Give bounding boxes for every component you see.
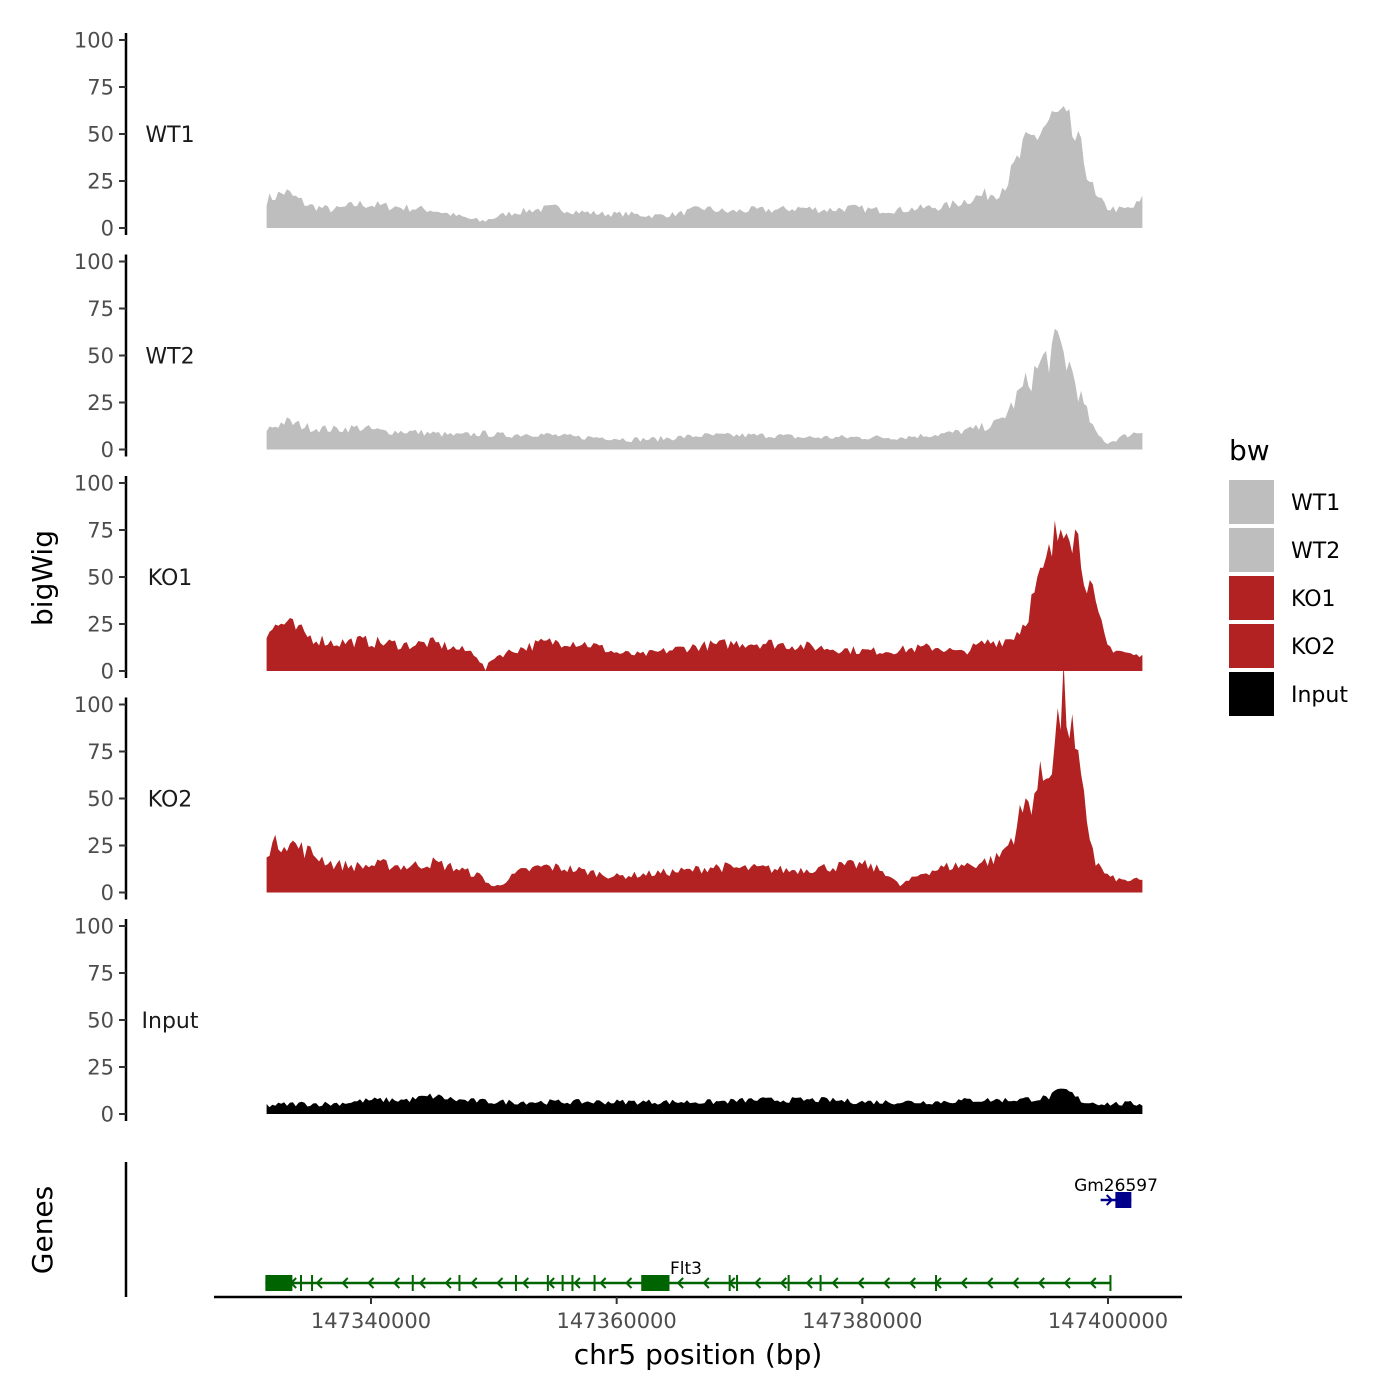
x-axis: 147340000 147360000 147380000 147400000	[214, 1295, 1182, 1333]
y-tick-label: 75	[87, 76, 114, 100]
y-tick-label: 100	[74, 915, 114, 939]
strand-arrow	[1063, 1277, 1071, 1289]
exon	[641, 1275, 670, 1291]
track-wt2: 0 25 50 75 100 WT2	[74, 250, 1143, 462]
y-tick-label: 100	[74, 472, 114, 496]
x-axis-title: chr5 position (bp)	[574, 1338, 823, 1371]
track-input: 0 25 50 75 100 Input	[74, 915, 1143, 1127]
x-tick-label: 147380000	[802, 1309, 922, 1333]
track-ko1: 0 25 50 75 100 KO1	[74, 472, 1143, 684]
strand-arrow	[1012, 1277, 1020, 1289]
strand-arrow	[1089, 1277, 1097, 1289]
y-tick-label: 50	[87, 787, 114, 811]
x-tick-label: 147400000	[1048, 1309, 1168, 1333]
strand-arrow	[521, 1277, 530, 1289]
coverage-area-input	[266, 1088, 1143, 1114]
y-tick-label: 0	[101, 881, 114, 905]
strand-arrow	[960, 1277, 968, 1289]
coverage-area-wt2	[266, 328, 1143, 450]
track-wt1: 0 25 50 75 100 WT1	[74, 29, 1143, 241]
gene-gm26597: Gm26597	[1074, 1176, 1158, 1208]
coverage-area-ko2	[266, 661, 1143, 893]
strand-arrow	[702, 1277, 710, 1289]
y-tick-label: 100	[74, 693, 114, 717]
genes-panel: Flt3 Gm26597	[124, 1162, 1158, 1297]
legend-title: bw	[1229, 434, 1270, 467]
strand-arrow	[315, 1277, 323, 1289]
legend-swatch-input	[1229, 672, 1274, 716]
strand-arrow	[392, 1277, 401, 1289]
y-tick-label: 0	[101, 660, 114, 684]
gene-flt3: Flt3	[265, 1259, 1112, 1291]
strand-arrow	[831, 1277, 839, 1289]
y-tick-label: 25	[87, 170, 114, 194]
legend-swatch-wt2	[1229, 528, 1274, 572]
exon	[265, 1275, 293, 1291]
legend-swatch-wt1	[1229, 480, 1274, 524]
strand-arrow	[418, 1277, 426, 1289]
strand-arrow	[779, 1277, 787, 1289]
y-tick-label: 100	[74, 29, 114, 53]
y-tick-label: 50	[87, 566, 114, 590]
strand-arrow	[367, 1277, 375, 1289]
x-tick-label: 147360000	[557, 1309, 677, 1333]
legend-label: KO2	[1291, 635, 1336, 660]
strand-arrow	[857, 1277, 865, 1289]
legend: bw WT1 WT2 KO1 KO2 Input	[1229, 434, 1348, 716]
y-tick-label: 25	[87, 613, 114, 637]
strand-arrow	[1037, 1277, 1045, 1289]
y-tick-label: 25	[87, 834, 114, 858]
legend-swatch-ko1	[1229, 576, 1274, 620]
y-tick-label: 50	[87, 123, 114, 147]
strand-arrow	[599, 1277, 607, 1289]
legend-swatch-ko2	[1229, 624, 1274, 668]
exon	[1115, 1192, 1132, 1208]
coverage-area-wt1	[266, 106, 1143, 228]
y-tick-label: 75	[87, 297, 114, 321]
strand-arrow	[496, 1277, 504, 1289]
y-tick-label: 75	[87, 519, 114, 543]
y-tick-label: 25	[87, 391, 114, 415]
legend-label: WT2	[1291, 539, 1340, 564]
strand-arrow	[1105, 1194, 1114, 1206]
y-tick-label: 100	[74, 250, 114, 274]
track-ko2: 0 25 50 75 100 KO2	[74, 661, 1143, 905]
strand-arrow	[883, 1277, 891, 1289]
y-tick-label: 0	[101, 438, 114, 462]
legend-label: KO1	[1291, 587, 1336, 612]
strand-arrow	[754, 1277, 762, 1289]
y-tick-label: 50	[87, 344, 114, 368]
strand-arrow	[676, 1277, 684, 1289]
legend-label: Input	[1291, 683, 1348, 708]
legend-label: WT1	[1291, 491, 1340, 516]
y-tick-label: 0	[101, 1103, 114, 1127]
strand-arrow	[470, 1277, 478, 1289]
y-tick-label: 25	[87, 1056, 114, 1080]
strand-arrow	[986, 1277, 994, 1289]
y-axis-title: bigWig	[26, 530, 59, 626]
gene-label: Flt3	[670, 1259, 702, 1279]
strand-arrow	[908, 1277, 916, 1289]
strand-arrow	[573, 1277, 581, 1289]
strand-arrow	[625, 1277, 633, 1289]
strand-arrow	[341, 1277, 349, 1289]
strand-arrow	[547, 1277, 555, 1289]
x-tick-label: 147340000	[311, 1309, 431, 1333]
track-panels: 0255075100WT10255075100WT20255075100KO10…	[74, 29, 1143, 1127]
coverage-area-ko1	[266, 520, 1143, 671]
genes-axis-title: Genes	[26, 1186, 59, 1274]
gene-label: Gm26597	[1074, 1176, 1158, 1196]
strand-arrow	[444, 1277, 452, 1289]
track-label: WT2	[145, 345, 194, 370]
strand-arrow	[805, 1277, 813, 1289]
y-tick-label: 75	[87, 740, 114, 764]
y-tick-label: 75	[87, 962, 114, 986]
y-tick-label: 50	[87, 1009, 114, 1033]
y-tick-label: 0	[101, 217, 114, 241]
track-label: KO1	[148, 566, 193, 591]
track-label: KO2	[148, 788, 193, 813]
track-label: WT1	[145, 123, 194, 148]
track-label: Input	[142, 1009, 199, 1034]
